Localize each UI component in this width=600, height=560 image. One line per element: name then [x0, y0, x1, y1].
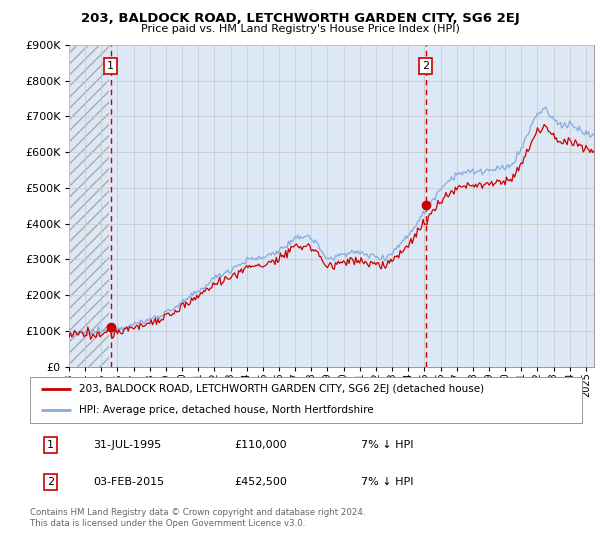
- Text: Contains HM Land Registry data © Crown copyright and database right 2024.
This d: Contains HM Land Registry data © Crown c…: [30, 508, 365, 528]
- Text: 203, BALDOCK ROAD, LETCHWORTH GARDEN CITY, SG6 2EJ (detached house): 203, BALDOCK ROAD, LETCHWORTH GARDEN CIT…: [79, 384, 484, 394]
- Text: 1: 1: [47, 440, 54, 450]
- Text: 2: 2: [47, 477, 54, 487]
- Text: 7% ↓ HPI: 7% ↓ HPI: [361, 477, 414, 487]
- Text: £110,000: £110,000: [234, 440, 287, 450]
- Bar: [69, 45, 109, 367]
- Text: 31-JUL-1995: 31-JUL-1995: [94, 440, 162, 450]
- Text: 1: 1: [107, 61, 114, 71]
- Text: HPI: Average price, detached house, North Hertfordshire: HPI: Average price, detached house, Nort…: [79, 405, 373, 416]
- Text: Price paid vs. HM Land Registry's House Price Index (HPI): Price paid vs. HM Land Registry's House …: [140, 24, 460, 34]
- Text: £452,500: £452,500: [234, 477, 287, 487]
- Text: 7% ↓ HPI: 7% ↓ HPI: [361, 440, 414, 450]
- Text: 2: 2: [422, 61, 429, 71]
- Text: 203, BALDOCK ROAD, LETCHWORTH GARDEN CITY, SG6 2EJ: 203, BALDOCK ROAD, LETCHWORTH GARDEN CIT…: [80, 12, 520, 25]
- Text: 03-FEB-2015: 03-FEB-2015: [94, 477, 164, 487]
